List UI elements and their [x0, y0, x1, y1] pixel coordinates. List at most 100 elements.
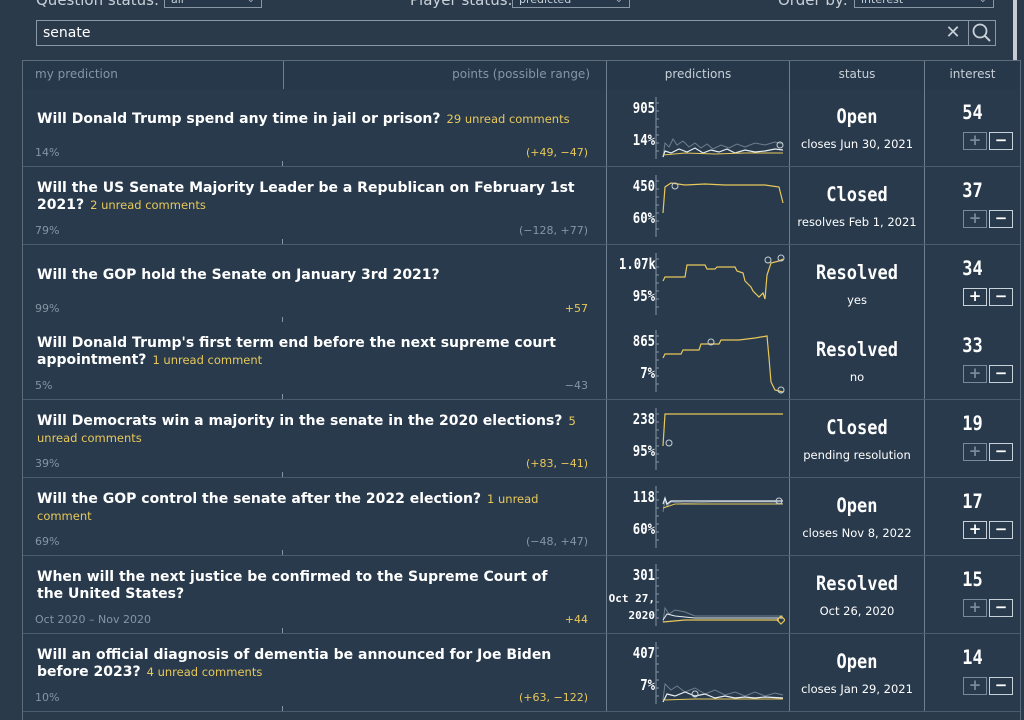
interest-minus-button[interactable]: − [989, 521, 1013, 539]
chevron-down-icon: ⌄ [247, 0, 255, 7]
range-tick [282, 317, 283, 322]
prediction-count: 905 [632, 99, 655, 117]
status-cell: Open closes Jun 30, 2021 [790, 89, 925, 166]
order-by-select[interactable]: interest ⌄ [854, 0, 994, 8]
community-prediction: 95% [632, 287, 655, 305]
question-cell[interactable]: When will the next justice be confirmed … [23, 556, 604, 633]
status-detail: closes Jun 30, 2021 [800, 137, 914, 151]
interest-plus-button[interactable]: + [963, 677, 987, 695]
interest-plus-button[interactable]: + [963, 443, 987, 461]
interest-minus-button[interactable]: − [989, 599, 1013, 617]
predictions-cell: 301 Oct 27, 2020 [606, 556, 790, 633]
prediction-count: 301 [632, 566, 655, 584]
question-title[interactable]: Will Donald Trump's first term end befor… [37, 335, 556, 368]
interest-plus-button[interactable]: + [963, 288, 987, 306]
community-prediction: 14% [632, 131, 655, 149]
table-row[interactable]: Will the US Senate Majority Leader be a … [23, 167, 1020, 245]
sparkline-chart [655, 564, 785, 626]
interest-cell: 19 + − [925, 400, 1020, 477]
close-icon[interactable]: ✕ [945, 22, 961, 43]
points-range: (−128, +77) [518, 224, 588, 237]
question-cell[interactable]: Will the GOP hold the Senate on January … [23, 245, 604, 322]
question-title[interactable]: When will the next justice be confirmed … [37, 569, 548, 602]
question-status-value: all [171, 0, 184, 6]
interest-cell: 37 + − [925, 167, 1020, 244]
unread-comments-link[interactable]: 1 unread comment [152, 353, 263, 367]
question-cell[interactable]: Will Democrats win a majority in the sen… [23, 400, 604, 477]
interest-minus-button[interactable]: − [989, 288, 1013, 306]
header-my-prediction[interactable]: my prediction [35, 67, 118, 81]
interest-plus-button[interactable]: + [963, 365, 987, 383]
table-row[interactable]: When will the next justice be confirmed … [23, 556, 1020, 634]
player-status-select[interactable]: predicted ⌄ [512, 0, 630, 8]
unread-comments-link[interactable]: 4 unread comments [146, 665, 263, 679]
question-title[interactable]: Will the US Senate Majority Leader be a … [37, 180, 575, 213]
question-cell[interactable]: Will the GOP control the senate after th… [23, 478, 604, 555]
interest-cell: 33 + − [925, 322, 1020, 399]
interest-plus-button[interactable]: + [963, 599, 987, 617]
order-by-value: interest [861, 0, 903, 6]
community-prediction: 7% [640, 676, 655, 694]
prediction-count: 407 [632, 644, 655, 662]
community-prediction: 60% [632, 209, 655, 227]
table-row[interactable]: Will Donald Trump's first term end befor… [23, 322, 1020, 400]
interest-minus-button[interactable]: − [989, 443, 1013, 461]
question-title[interactable]: Will Democrats win a majority in the sen… [37, 413, 576, 445]
table-row[interactable]: Will Democrats win a majority in the sen… [23, 400, 1020, 478]
question-cell[interactable]: Will the US Senate Majority Leader be a … [23, 167, 604, 244]
status-label: Resolved [816, 261, 898, 285]
status-cell: Resolved Oct 26, 2020 [790, 556, 925, 633]
table-row[interactable]: Will an official diagnosis of dementia b… [23, 634, 1020, 712]
question-cell[interactable]: Will Donald Trump spend any time in jail… [23, 89, 604, 166]
search-input[interactable] [43, 21, 933, 45]
header-interest[interactable]: interest [949, 67, 996, 81]
question-status-select[interactable]: all ⌄ [164, 0, 262, 8]
search-button[interactable] [968, 21, 995, 45]
question-cell[interactable]: Will an official diagnosis of dementia b… [23, 634, 604, 711]
table-row[interactable]: Will the GOP hold the Senate on January … [23, 245, 1020, 323]
table-header: my prediction points (possible range) pr… [23, 60, 1020, 90]
range-tick [282, 628, 283, 633]
interest-plus-button[interactable]: + [963, 210, 987, 228]
unread-comments-link[interactable]: 29 unread comments [446, 112, 570, 126]
table-row[interactable]: Will the GOP control the senate after th… [23, 478, 1020, 556]
interest-value: 37 [962, 179, 983, 203]
header-divider [283, 61, 284, 89]
range-tick [282, 550, 283, 555]
question-title[interactable]: Will the GOP control the senate after th… [37, 491, 539, 523]
unread-comments-link[interactable]: 5 unread comments [37, 414, 576, 445]
interest-plus-button[interactable]: + [963, 521, 987, 539]
question-title[interactable]: Will an official diagnosis of dementia b… [37, 647, 552, 680]
interest-minus-button[interactable]: − [989, 132, 1013, 150]
range-tick [282, 472, 283, 477]
search-icon [972, 23, 991, 42]
header-status[interactable]: status [838, 67, 876, 81]
question-cell[interactable]: Will Donald Trump's first term end befor… [23, 322, 604, 399]
interest-cell: 34 + − [925, 245, 1020, 322]
prediction-count: 238 [632, 410, 655, 428]
points-range: +44 [564, 613, 588, 626]
predictions-cell: 865 7% [606, 322, 790, 399]
interest-minus-button[interactable]: − [989, 677, 1013, 695]
prediction-count: 118 [632, 488, 655, 506]
question-title[interactable]: Will Donald Trump spend any time in jail… [37, 111, 570, 127]
status-detail: no [849, 370, 865, 384]
table-row[interactable]: Will Donald Trump spend any time in jail… [23, 89, 1020, 167]
my-prediction-value: 99% [35, 302, 60, 315]
status-label: Resolved [816, 572, 898, 596]
prediction-count: 865 [632, 332, 655, 350]
interest-value: 17 [962, 490, 983, 514]
header-points[interactable]: points (possible range) [452, 67, 590, 81]
community-prediction: 7% [640, 364, 655, 382]
player-status-value: predicted [519, 0, 571, 6]
interest-minus-button[interactable]: − [989, 365, 1013, 383]
unread-comments-link[interactable]: 2 unread comments [90, 198, 206, 212]
interest-minus-button[interactable]: − [989, 210, 1013, 228]
points-range: −43 [564, 379, 588, 392]
header-predictions[interactable]: predictions [664, 67, 732, 81]
unread-comments-link[interactable]: 1 unread comment [37, 492, 539, 523]
search-box: ✕ [36, 20, 996, 46]
community-prediction: 95% [632, 442, 655, 460]
interest-plus-button[interactable]: + [963, 132, 987, 150]
question-title[interactable]: Will the GOP hold the Senate on January … [37, 267, 440, 283]
